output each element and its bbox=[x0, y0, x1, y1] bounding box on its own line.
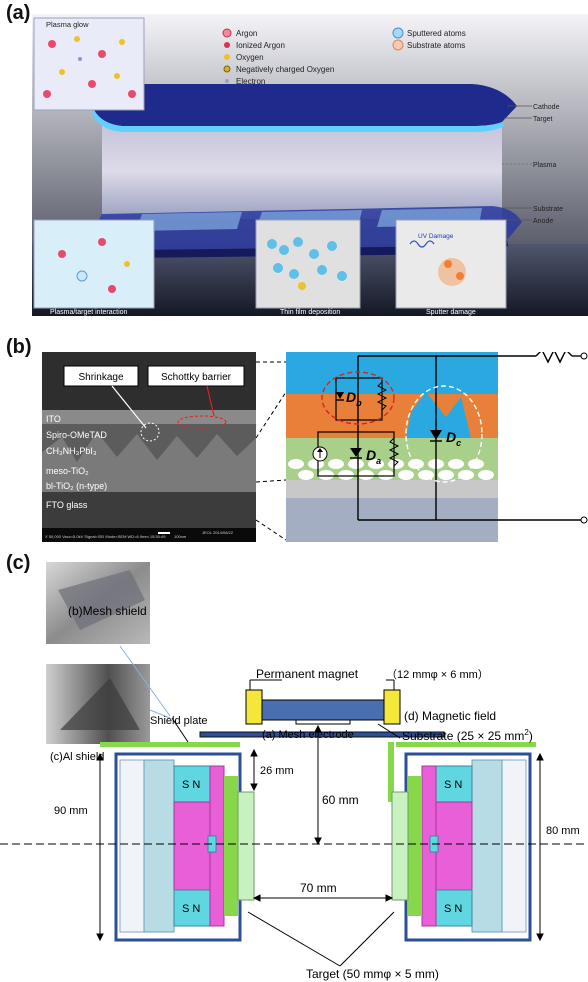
equivalent-circuit: Db Da Dc bbox=[286, 352, 588, 542]
legend-electron-marker bbox=[225, 79, 229, 83]
inset-thin-film bbox=[255, 219, 361, 309]
label-target: Target (50 mmφ × 5 mm) bbox=[306, 967, 439, 981]
panel-a-label: (a) bbox=[6, 2, 31, 24]
schottky-ellipse bbox=[177, 415, 227, 429]
label-mesh-electrode: (a) Mesh electrode bbox=[262, 729, 354, 741]
cathode-plate bbox=[94, 84, 517, 126]
substrate-plate bbox=[295, 719, 351, 725]
terminal-top bbox=[580, 352, 588, 360]
diode-db-symbol bbox=[336, 392, 344, 399]
legend-negative-oxygen: Negatively charged Oxygen bbox=[236, 65, 334, 74]
label-dim-26: 26 mm bbox=[260, 765, 294, 777]
inset-title-plasma-glow: Plasma glow bbox=[46, 20, 89, 29]
label-da: Da bbox=[366, 447, 381, 466]
label-substrate: Substrate bbox=[533, 206, 563, 213]
label-anode: Anode bbox=[533, 218, 553, 225]
legend-electron: Electron bbox=[236, 77, 265, 86]
legend-oxygen-marker bbox=[224, 54, 230, 60]
label-sn-right-bottom: S N bbox=[444, 903, 462, 915]
magnet-left bbox=[245, 689, 263, 725]
panel-c-label: (c) bbox=[6, 552, 31, 574]
label-sn-left-bottom: S N bbox=[182, 903, 200, 915]
legend-ionized-argon-marker bbox=[224, 42, 230, 48]
label-dc: Dc bbox=[446, 429, 461, 448]
label-sn-right-top: S N bbox=[444, 779, 462, 791]
legend-substrate: Substrate atoms bbox=[407, 41, 465, 50]
legend-negative-oxygen-marker bbox=[223, 65, 231, 73]
circuit-layer-top bbox=[286, 352, 498, 394]
sem-date: JEOL 2014/06/22 bbox=[202, 530, 234, 535]
label-dim-90: 90 mm bbox=[54, 805, 88, 817]
label-plasma: Plasma bbox=[533, 162, 556, 169]
legend-sputtered-marker bbox=[392, 27, 404, 39]
label-uv-damage: UV Damage bbox=[418, 233, 454, 240]
label-dim-80: 80 mm bbox=[546, 825, 580, 837]
dc-ellipse bbox=[405, 385, 483, 483]
shrinkage-circle bbox=[140, 422, 160, 442]
label-target: Target bbox=[533, 116, 553, 123]
photo-label-mesh-shield: (b)Mesh shield bbox=[68, 604, 147, 618]
label-substrate: Substrate (25 × 25 mm2) bbox=[402, 728, 533, 743]
circuit-layer-gray bbox=[286, 480, 498, 498]
label-dim-70: 70 mm bbox=[300, 881, 337, 895]
magnetron-diagram: (b)Mesh shield Shield plate (c)Al shield… bbox=[0, 562, 588, 981]
label-cathode: Cathode bbox=[533, 104, 560, 111]
plasma-volume bbox=[102, 124, 502, 219]
inset-title-sputter-damage: Sputter damage bbox=[426, 309, 476, 316]
magnet-right bbox=[383, 689, 401, 725]
zoom-lines bbox=[256, 361, 286, 541]
inset-sputter-damage bbox=[395, 219, 507, 309]
legend-sputtered: Sputtered atoms bbox=[407, 29, 466, 38]
layer-spiro: Spiro-OMeTAD bbox=[46, 430, 107, 440]
label-shield-plate: Shield plate bbox=[150, 715, 208, 727]
schottky-box bbox=[147, 365, 245, 387]
legend-ionized-argon: Ionized Argon bbox=[236, 41, 285, 50]
terminal-bottom bbox=[580, 516, 588, 524]
label-permanent-magnet: Permanent magnet bbox=[256, 667, 359, 681]
photo-label-al-shield: (c)Al shield bbox=[50, 751, 104, 763]
inset-plasma-glow bbox=[33, 17, 145, 111]
diode-da-symbol bbox=[350, 448, 362, 457]
layer-fto: FTO glass bbox=[46, 500, 88, 510]
label-db: Db bbox=[346, 389, 362, 408]
layer-meso-tio2: meso-TiO₂ bbox=[46, 466, 89, 476]
legend-oxygen: Oxygen bbox=[236, 53, 264, 62]
label-sn-left-top: S N bbox=[182, 779, 200, 791]
shrinkage-box bbox=[63, 365, 139, 387]
db-ellipse bbox=[321, 371, 395, 425]
shield-plate-right bbox=[396, 742, 536, 747]
inset-plasma-target bbox=[33, 219, 155, 309]
diode-dc-symbol bbox=[430, 430, 442, 440]
shield-plate-left bbox=[100, 742, 240, 747]
inset-title-thin-film: Thin film deposition bbox=[280, 309, 340, 316]
layer-bl-tio2: bl-TiO₂ (n-type) bbox=[46, 481, 107, 491]
sem-scale: 100nm bbox=[174, 534, 187, 539]
inset-title-plasma-target: Plasma/target interaction bbox=[50, 309, 128, 316]
layer-ito: ITO bbox=[46, 414, 61, 424]
panel-b-label: (b) bbox=[6, 336, 32, 358]
target-glow bbox=[92, 110, 504, 132]
legend-substrate-marker bbox=[392, 39, 404, 51]
legend-argon-marker bbox=[222, 28, 232, 38]
sputtering-illustration: Plasma glow Argon Ionized Argon Oxygen N… bbox=[32, 14, 588, 316]
layer-perovskite: CH₃NH₃PbI₃ bbox=[46, 446, 97, 456]
label-dim-60: 60 mm bbox=[322, 793, 359, 807]
sem-footer: X 50,000 Vacc=5.0kV Signal=SEI Mode=SEM … bbox=[45, 534, 166, 539]
legend-argon: Argon bbox=[236, 29, 257, 38]
label-magnet-size: （12 mmφ × 6 mm） bbox=[386, 668, 489, 681]
target-assembly-right bbox=[391, 752, 532, 942]
label-magnetic-field: (d) Magnetic field bbox=[404, 709, 496, 723]
callout-shrinkage: Shrinkage bbox=[78, 372, 123, 383]
electrode-block bbox=[261, 699, 385, 721]
sem-cross-section: Shrinkage Schottky barrier ITO Spiro-OMe… bbox=[42, 352, 256, 542]
mesh-electrode bbox=[199, 731, 445, 738]
substrate-1 bbox=[136, 212, 242, 231]
callout-schottky: Schottky barrier bbox=[161, 372, 232, 383]
target-assembly-left bbox=[114, 752, 255, 942]
